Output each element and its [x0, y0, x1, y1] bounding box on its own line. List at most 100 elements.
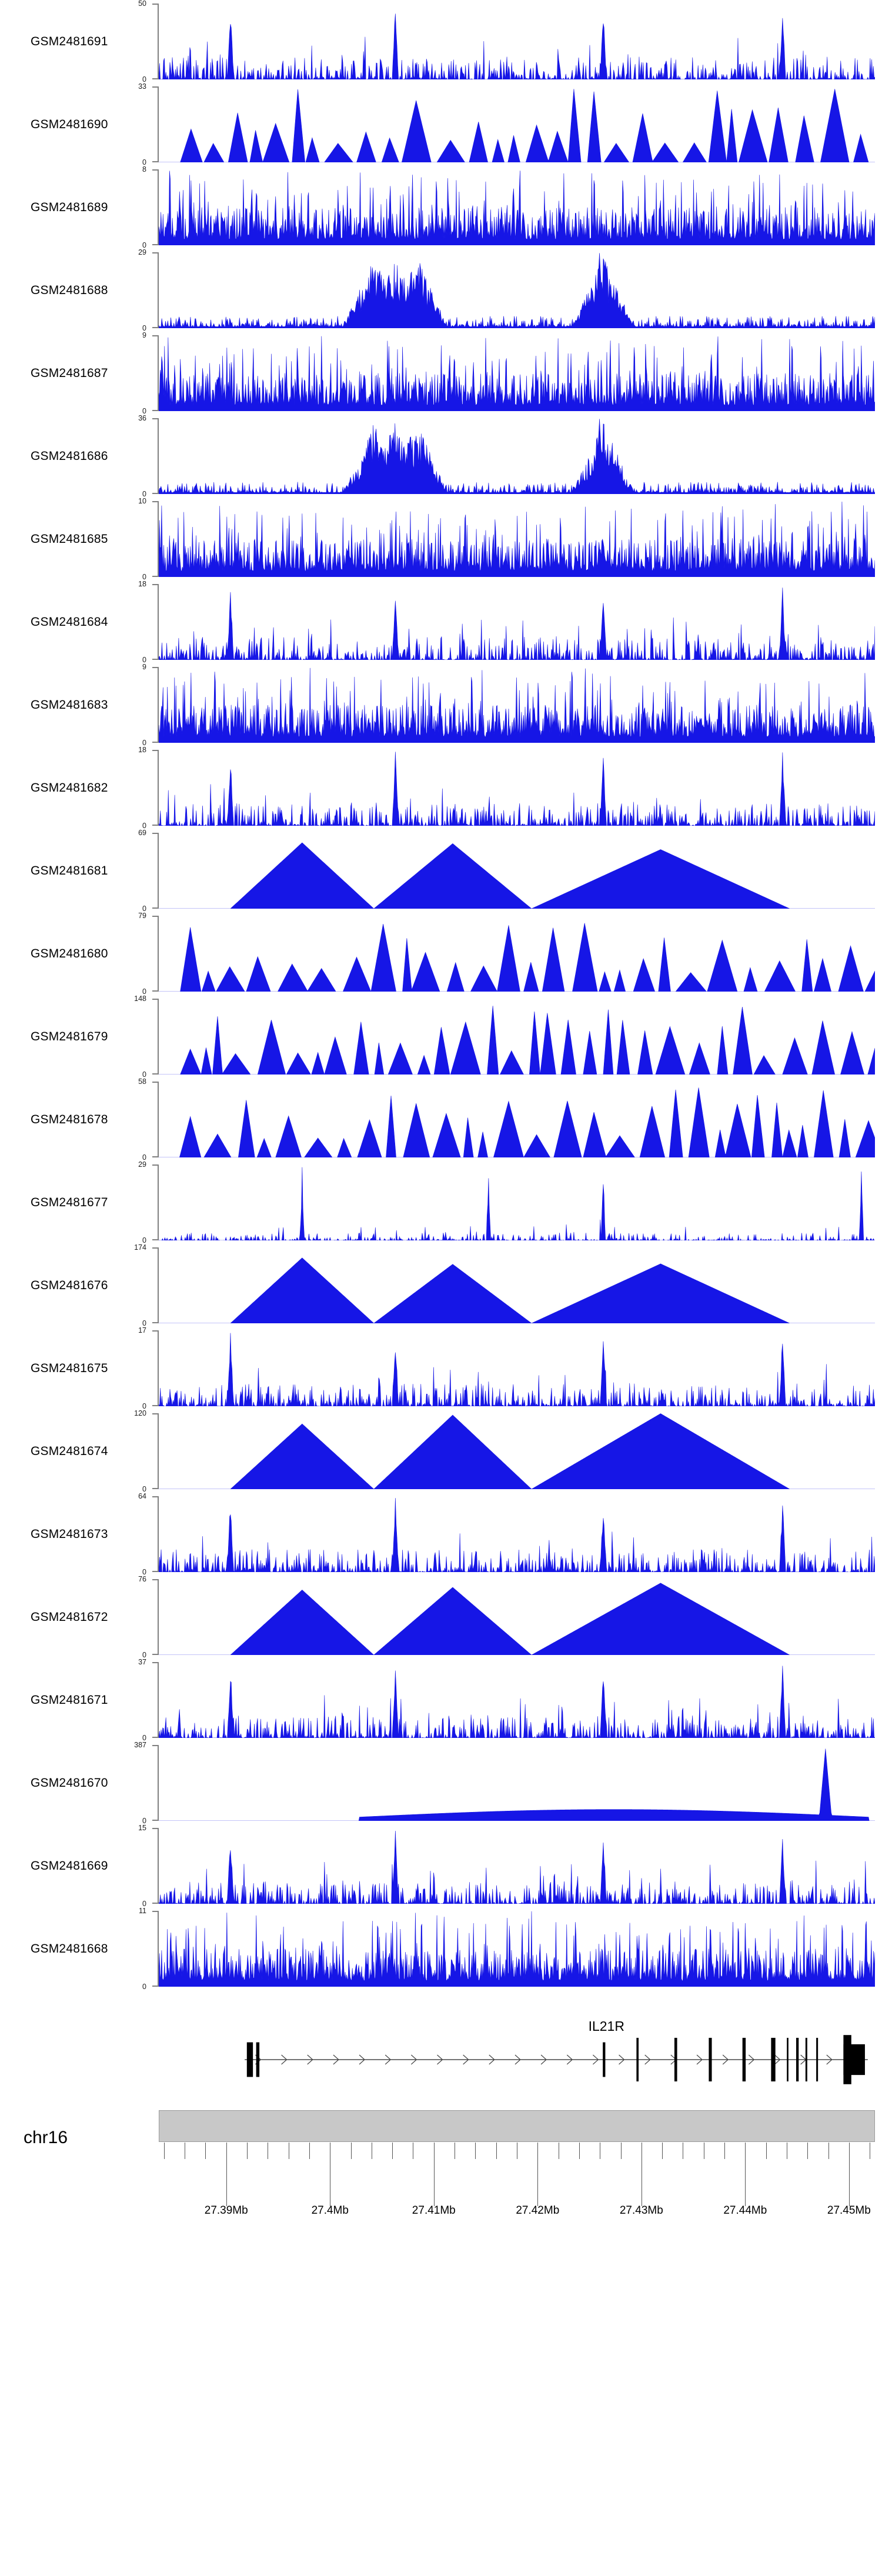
track-gsm2481689[interactable]: GSM2481689 8 0	[0, 166, 882, 249]
track-label: GSM2481686	[31, 449, 108, 463]
y-axis-tick-min	[152, 1737, 159, 1738]
y-axis-max-label: 387	[134, 1741, 146, 1749]
y-axis-min-label: 0	[142, 489, 146, 498]
y-axis-min-label: 0	[142, 655, 146, 664]
track-label: GSM2481682	[31, 780, 108, 795]
y-axis-tick-min	[152, 1654, 159, 1655]
y-axis-min-label: 0	[142, 1899, 146, 1908]
axis-tick-label: 27.42Mb	[516, 2204, 560, 2217]
axis-minor-tick	[163, 2143, 165, 2159]
track-gsm2481682[interactable]: GSM2481682 18 0	[0, 746, 882, 829]
track-gsm2481679[interactable]: GSM2481679 148 0	[0, 995, 882, 1078]
coverage-signal	[159, 89, 875, 162]
y-axis: 64 0	[138, 1493, 159, 1576]
track-plot: 50 0	[138, 0, 875, 83]
track-gsm2481676[interactable]: GSM2481676 174 0	[0, 1244, 882, 1327]
y-axis-line	[158, 1496, 159, 1572]
y-axis-tick-min	[152, 161, 159, 162]
y-axis-line	[158, 1662, 159, 1738]
track-label: GSM2481678	[31, 1112, 108, 1126]
coverage-signal	[159, 1831, 875, 1904]
track-gsm2481688[interactable]: GSM2481688 29 0	[0, 249, 882, 332]
y-axis: 15 0	[138, 1824, 159, 1907]
y-axis-tick-min	[152, 78, 159, 79]
coverage-signal	[159, 1666, 875, 1738]
coverage-signal	[159, 1257, 875, 1323]
y-axis-tick-min	[152, 1405, 159, 1406]
track-gsm2481672[interactable]: GSM2481672 76 0	[0, 1576, 882, 1659]
y-axis-tick-max	[152, 252, 159, 253]
track-gsm2481678[interactable]: GSM2481678 58 0	[0, 1078, 882, 1161]
track-label: GSM2481685	[31, 532, 108, 546]
y-axis-min-label: 0	[142, 406, 146, 415]
track-gsm2481673[interactable]: GSM2481673 64 0	[0, 1493, 882, 1576]
y-axis-tick-max	[152, 916, 159, 917]
y-axis-tick-max	[152, 1496, 159, 1497]
y-axis-tick-min	[152, 1239, 159, 1240]
y-axis-tick-max	[152, 833, 159, 834]
y-axis-min-label: 0	[142, 904, 146, 913]
y-axis-max-label: 9	[142, 663, 146, 671]
y-axis-tick-min	[152, 244, 159, 245]
track-gsm2481687[interactable]: GSM2481687 9 0	[0, 332, 882, 415]
y-axis-min-label: 0	[142, 158, 146, 166]
track-gsm2481675[interactable]: GSM2481675 17 0	[0, 1327, 882, 1410]
coverage-signal	[159, 336, 875, 411]
y-axis-max-label: 69	[138, 829, 146, 837]
y-axis-tick-max	[152, 1247, 159, 1249]
track-gsm2481685[interactable]: GSM2481685 10 0	[0, 498, 882, 580]
y-axis: 33 0	[138, 83, 159, 166]
track-plot: 18 0	[138, 746, 875, 829]
track-gsm2481680[interactable]: GSM2481680 79 0	[0, 912, 882, 995]
track-label: GSM2481684	[31, 615, 108, 629]
y-axis-min-label: 0	[142, 323, 146, 332]
y-axis: 387 0	[134, 1741, 159, 1824]
y-axis-max-label: 17	[138, 1326, 146, 1334]
track-gsm2481670[interactable]: GSM2481670 387 0	[0, 1741, 882, 1824]
track-gsm2481669[interactable]: GSM2481669 15 0	[0, 1824, 882, 1907]
track-gsm2481690[interactable]: GSM2481690 33 0	[0, 83, 882, 166]
y-axis: 58 0	[138, 1078, 159, 1161]
track-gsm2481681[interactable]: GSM2481681 69 0	[0, 829, 882, 912]
track-plot: 79 0	[138, 912, 875, 995]
track-gsm2481677[interactable]: GSM2481677 29 0	[0, 1161, 882, 1244]
track-gsm2481691[interactable]: GSM2481691 50 0	[0, 0, 882, 83]
chromosome-ideogram-bar[interactable]	[159, 2110, 875, 2142]
track-gsm2481686[interactable]: GSM2481686 36 0	[0, 415, 882, 498]
y-axis-min-label: 0	[142, 1733, 146, 1742]
y-axis-tick-max	[152, 1911, 159, 1912]
y-axis-line	[158, 252, 159, 328]
track-gsm2481683[interactable]: GSM2481683 9 0	[0, 663, 882, 746]
y-axis-max-label: 76	[138, 1575, 146, 1583]
y-axis-max-label: 50	[138, 0, 146, 8]
track-gsm2481684[interactable]: GSM2481684 18 0	[0, 580, 882, 663]
track-gsm2481668[interactable]: GSM2481668 11 0	[0, 1907, 882, 1990]
gene-model-track[interactable]: IL21R	[0, 1990, 882, 2102]
y-axis: 76 0	[138, 1576, 159, 1659]
axis-minor-tick	[620, 2143, 622, 2159]
axis-minor-tick	[309, 2143, 310, 2159]
y-axis-tick-max	[152, 1330, 159, 1332]
track-label: GSM2481681	[31, 863, 108, 877]
track-label: GSM2481676	[31, 1278, 108, 1292]
y-axis: 69 0	[138, 829, 159, 912]
y-axis-max-label: 18	[138, 580, 146, 588]
y-axis-tick-min	[152, 1488, 159, 1489]
axis-major-tick	[537, 2143, 539, 2206]
track-gsm2481671[interactable]: GSM2481671 37 0	[0, 1659, 882, 1741]
y-axis-line	[158, 1164, 159, 1240]
y-axis-tick-max	[152, 1579, 159, 1580]
y-axis-tick-min	[152, 1073, 159, 1075]
gene-model-inner: IL21R	[159, 1990, 875, 2102]
axis-minor-tick	[496, 2143, 497, 2159]
y-axis-tick-max	[152, 1828, 159, 1829]
track-label: GSM2481688	[31, 283, 108, 297]
y-axis-min-label: 0	[142, 75, 146, 84]
track-label: GSM2481691	[31, 34, 108, 48]
y-axis-tick-max	[152, 999, 159, 1000]
track-gsm2481674[interactable]: GSM2481674 120 0	[0, 1410, 882, 1493]
